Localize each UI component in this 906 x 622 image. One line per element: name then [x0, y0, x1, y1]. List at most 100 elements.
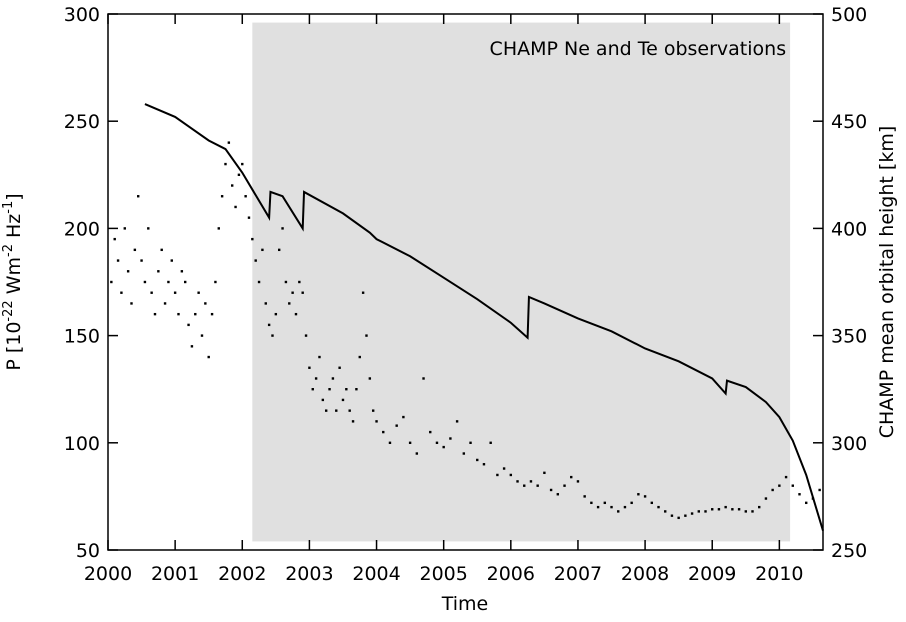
data-point [630, 501, 633, 505]
data-point [180, 270, 184, 273]
data-point [341, 398, 345, 402]
data-point [291, 291, 294, 294]
y-tick-label: 200 [64, 218, 100, 240]
data-point [274, 312, 278, 316]
data-point [294, 312, 298, 316]
data-point [170, 259, 173, 262]
data-point [335, 409, 338, 412]
data-point [247, 216, 251, 219]
x-tick-label: 2001 [151, 563, 199, 585]
data-point [408, 441, 412, 444]
x-tick-label: 2000 [84, 563, 132, 585]
label-part: ] [3, 193, 25, 200]
data-point [543, 471, 546, 475]
data-point [298, 280, 301, 284]
data-point [791, 484, 794, 487]
data-point [153, 312, 157, 316]
data-point [576, 480, 580, 483]
y2-tick-label: 300 [831, 433, 867, 455]
x-tick-label: 2009 [688, 563, 736, 585]
label-part: Hz [3, 214, 25, 244]
x-tick-label: 2010 [755, 563, 803, 585]
data-point [771, 488, 774, 492]
x-tick-label: 2004 [352, 563, 400, 585]
data-point [167, 280, 170, 284]
data-point [244, 195, 247, 198]
data-point [388, 441, 392, 444]
data-point [556, 493, 560, 496]
data-point [482, 463, 486, 466]
data-point [529, 480, 533, 483]
data-point [338, 366, 341, 369]
data-point [395, 424, 398, 427]
annotation: CHAMP Ne and Te observations [490, 38, 787, 60]
data-point [190, 345, 194, 348]
data-point [737, 508, 741, 511]
y-tick-label: 300 [64, 4, 100, 26]
data-point [120, 291, 123, 294]
data-point [711, 508, 714, 511]
data-point [271, 334, 274, 337]
y-tick-label: 150 [64, 326, 100, 348]
data-point [217, 227, 220, 230]
data-point [690, 512, 694, 515]
data-point [328, 388, 331, 391]
y2-axis-label: CHAMP mean orbital height [km] [876, 126, 898, 439]
data-point [281, 227, 284, 230]
x-tick-label: 2003 [285, 563, 333, 585]
data-point [254, 259, 257, 262]
data-point [764, 497, 768, 500]
y2-tick-label: 250 [831, 540, 867, 562]
data-point [301, 291, 304, 294]
data-point [744, 510, 747, 513]
data-point [318, 355, 321, 359]
data-point [650, 501, 654, 505]
data-point [502, 467, 506, 470]
data-point [220, 195, 224, 198]
data-point [234, 205, 237, 209]
plot-frame [107, 13, 824, 551]
data-point [489, 441, 492, 444]
data-point [210, 312, 214, 316]
data-point [116, 259, 120, 262]
data-point [798, 493, 801, 496]
data-point [382, 430, 385, 434]
data-point [361, 291, 365, 294]
y2-tick-label: 400 [831, 218, 867, 240]
y2-tick-label: 500 [831, 4, 867, 26]
data-point [130, 302, 133, 305]
data-point [288, 302, 291, 305]
data-point [677, 516, 680, 520]
data-point [348, 409, 351, 412]
data-point [261, 248, 264, 252]
data-point [241, 162, 244, 166]
data-point [257, 280, 261, 284]
data-point [610, 505, 613, 509]
data-point [355, 388, 358, 391]
label-sup: -22 [1, 300, 16, 321]
data-point [523, 484, 526, 487]
data-point [214, 280, 217, 284]
data-point [311, 388, 314, 391]
data-point [570, 475, 573, 479]
data-point [731, 508, 734, 511]
data-point [237, 173, 241, 176]
data-point [284, 280, 288, 284]
data-point [563, 484, 566, 487]
data-point [345, 388, 348, 391]
data-point [603, 501, 607, 505]
data-point [123, 227, 126, 230]
data-point [758, 505, 761, 509]
data-point [324, 409, 328, 412]
data-point [617, 510, 620, 513]
data-point [147, 227, 150, 230]
label-sup: -2 [1, 244, 16, 257]
data-point [684, 514, 687, 517]
data-point [637, 493, 640, 496]
data-point [113, 237, 116, 241]
data-point [251, 237, 254, 241]
data-point [429, 430, 432, 434]
data-point [177, 312, 180, 316]
data-point [442, 445, 445, 449]
data-point [267, 323, 271, 327]
